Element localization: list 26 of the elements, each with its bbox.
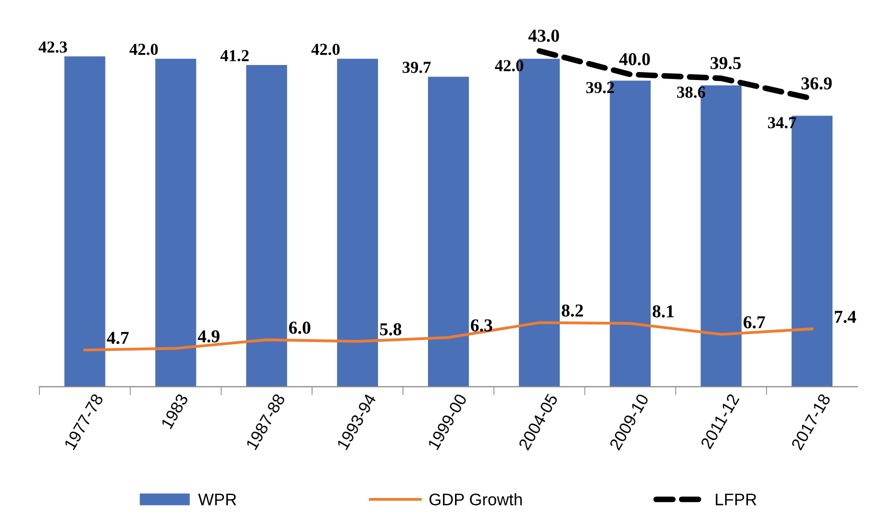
data-label: 6.3	[470, 319, 492, 332]
legend-label: LFPR	[716, 494, 756, 506]
data-label: 42.3	[38, 41, 67, 53]
data-label: 40.0	[619, 53, 650, 66]
legend-label: WPR	[198, 494, 236, 506]
bar	[337, 58, 378, 387]
bar	[64, 56, 106, 387]
legend-label: GDP Growth	[430, 493, 522, 506]
bar	[246, 65, 288, 387]
data-label: 39.5	[710, 57, 741, 70]
data-label: 6.7	[744, 316, 766, 328]
data-label: 43.0	[528, 30, 559, 42]
data-label: 41.2	[220, 50, 249, 62]
bar	[155, 58, 196, 387]
data-label: 7.4	[834, 310, 856, 323]
data-label: 42.0	[130, 44, 158, 56]
data-label: 4.9	[198, 330, 220, 342]
data-label: 6.0	[289, 322, 310, 334]
data-label: 8.2	[562, 304, 583, 317]
data-label: 4.7	[106, 332, 129, 344]
data-label: 5.8	[380, 323, 402, 336]
bar	[428, 76, 469, 387]
data-label: 36.9	[801, 77, 832, 90]
data-label: 39.7	[402, 62, 431, 74]
data-label: 42.0	[311, 44, 340, 56]
data-label: 8.1	[652, 305, 674, 318]
